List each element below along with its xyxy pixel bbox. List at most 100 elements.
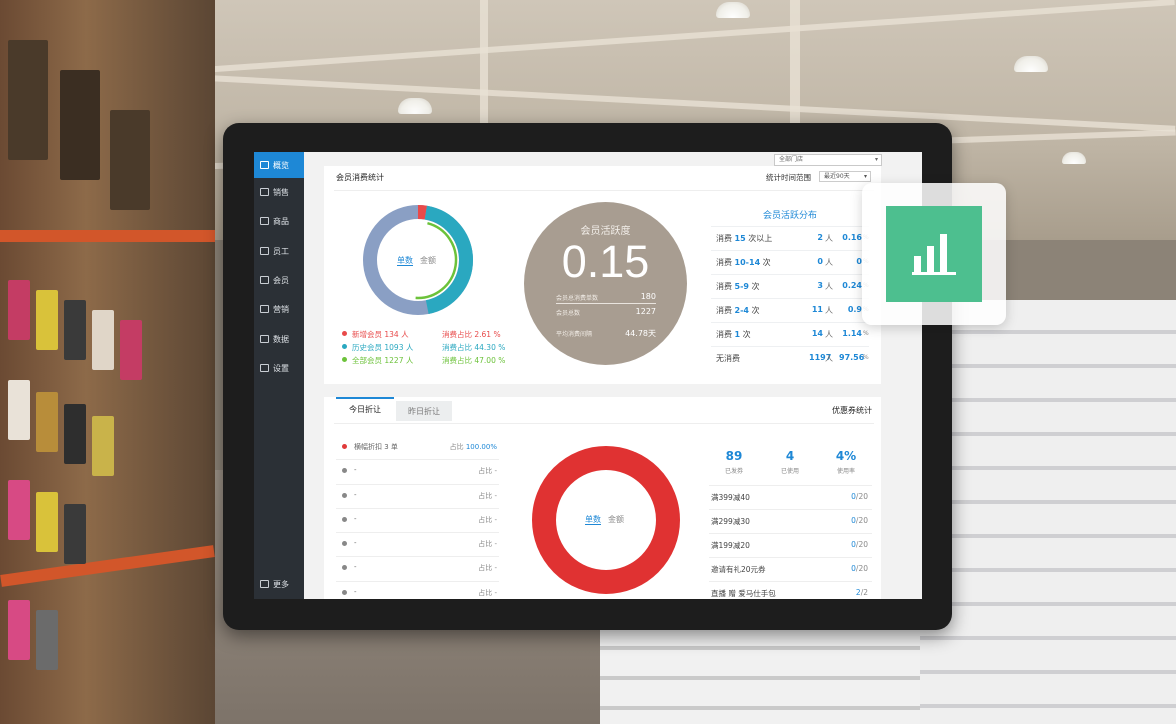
staff-icon: [260, 247, 269, 255]
discount-name: -: [354, 539, 357, 548]
row-pct: 97.56: [839, 353, 865, 362]
activity-row-label: 会员总数: [556, 310, 581, 317]
chevron-down-icon: ▾: [863, 173, 867, 180]
sidebar-item-label: 会员: [273, 275, 289, 285]
table-row: 消费 2-4 次 11 人 0.9 %: [711, 298, 869, 322]
member-donut-chart: [363, 205, 473, 315]
list-item: - 占比 -: [336, 509, 499, 534]
row-label: 消费 5-9 次: [716, 282, 760, 291]
coupon-count: 0/20: [851, 516, 868, 525]
row-count: 3: [817, 281, 823, 290]
table-row: 消费 5-9 次 3 人 0.24 %: [711, 274, 869, 298]
tab-yesterday[interactable]: 昨日折让: [396, 401, 452, 421]
legend-dot: [342, 331, 347, 336]
row-unit: 人: [825, 354, 833, 363]
discount-name: 横幅折扣 3 单: [354, 443, 398, 451]
list-item: - 占比 -: [336, 557, 499, 582]
main-content: 全部门店 ▾ 会员消费统计 统计时间范围 最近90天 ▾ 单数 金额: [304, 152, 922, 599]
distribution-title: 会员活跃分布: [762, 211, 817, 221]
list-item: 满399减40 0/20: [709, 485, 872, 509]
bar-chart-icon: [886, 206, 982, 302]
sidebar-item-data[interactable]: 数据: [254, 326, 304, 352]
discount-name: -: [354, 514, 357, 523]
coupon-name: 邀请有礼20元券: [711, 565, 766, 574]
sales-icon: [260, 188, 269, 196]
stat-used: 4 已使用: [762, 449, 818, 475]
coupon-name: 满299减30: [711, 517, 750, 526]
row-unit: 人: [825, 234, 833, 243]
legend-dot: [342, 357, 347, 362]
list-item: 满199减20 0/20: [709, 533, 872, 557]
coupon-list: 满399减40 0/20 满299减30 0/20 满199减20 0/20 邀…: [709, 485, 872, 599]
discount-ratio: 占比 -: [478, 564, 497, 573]
sidebar-item-staff[interactable]: 员工: [254, 238, 304, 264]
sidebar-more[interactable]: 更多: [254, 571, 304, 597]
list-item: 横幅折扣 3 单 占比 100.00%: [336, 436, 499, 461]
donut-segment-new: [417, 205, 427, 220]
row-count: 0: [817, 257, 823, 266]
discount-ratio: 占比 -: [478, 540, 497, 549]
box-stack: [600, 620, 920, 724]
sidebar-item-overview[interactable]: 概览: [254, 152, 304, 178]
product-shelf: [0, 0, 215, 724]
range-label: 统计时间范围: [766, 173, 811, 182]
toggle-count[interactable]: 单数: [397, 256, 413, 266]
row-unit: 人: [825, 258, 833, 267]
list-item: - 占比 -: [336, 582, 499, 599]
member-stats-panel: 会员消费统计 统计时间范围 最近90天 ▾ 单数 金额 新增会员 134 人 消费…: [324, 166, 881, 384]
row-count: 11: [811, 305, 823, 314]
home-icon: [260, 161, 269, 169]
sidebar-item-settings[interactable]: 设置: [254, 355, 304, 381]
legend-label: 全部会员 1227 人: [352, 356, 414, 365]
row-unit: 人: [825, 306, 833, 315]
legend-dot: [342, 468, 347, 474]
range-select[interactable]: 最近90天 ▾: [819, 171, 871, 182]
distribution-table: 消费 15 次以上 2 人 0.16 % 消费 10-14 次 0 人 0 %: [711, 226, 869, 370]
sidebar-item-products[interactable]: 商品: [254, 208, 304, 234]
legend-dot: [342, 444, 347, 449]
sidebar-item-marketing[interactable]: 营销: [254, 296, 304, 322]
legend-dot: [342, 565, 347, 571]
activity-circle: 会员活跃度 0.15 会员总消费单数 180 会员总数 1227 平均消费间隔 …: [524, 202, 687, 365]
dashboard-screen: 概览 销售 商品 员工 会员 营销: [254, 152, 922, 599]
donut-segment-all: [415, 221, 458, 300]
discount-ratio: 占比 -: [478, 515, 497, 524]
legend-pct: 消费占比 2.61 %: [442, 330, 501, 339]
activity-value: 0.15: [561, 236, 650, 287]
sidebar-item-members[interactable]: 会员: [254, 267, 304, 293]
legend-label: 新增会员 134 人: [352, 330, 409, 339]
activity-row-label: 会员总消费单数: [556, 295, 599, 302]
toggle-count[interactable]: 单数: [585, 515, 601, 525]
activity-title: 会员活跃度: [580, 226, 631, 237]
discount-ratio: 占比 -: [478, 588, 497, 597]
activity-row-value: 44.78天: [625, 329, 656, 338]
panel-title: 会员消费统计: [336, 173, 384, 182]
legend-dot: [342, 541, 347, 547]
coupon-stats-title: 优惠券统计: [832, 406, 872, 415]
row-unit: 人: [825, 330, 833, 339]
tab-today[interactable]: 今日折让: [336, 397, 394, 421]
row-count: 1197: [809, 353, 832, 362]
table-row: 消费 15 次以上 2 人 0.16 %: [711, 226, 869, 250]
toggle-amount[interactable]: 金额: [608, 515, 624, 524]
legend-dot: [342, 492, 347, 498]
stat-value: 4: [785, 449, 795, 463]
legend-item: 历史会员 1093 人 消费占比 44.30 %: [342, 342, 505, 353]
legend-pct: 消费占比 44.30 %: [442, 343, 506, 352]
activity-row-value: 1227: [635, 307, 656, 316]
coupon-name: 满199减20: [711, 541, 750, 550]
list-item: 直播 赠 爱马仕手包 2/2: [709, 581, 872, 599]
sidebar-item-label: 员工: [273, 246, 289, 256]
sidebar-item-sales[interactable]: 销售: [254, 179, 304, 205]
discount-ratio: 占比 -: [478, 491, 497, 500]
row-pct: 1.14: [842, 329, 862, 338]
stat-label: 使用率: [836, 468, 855, 475]
ceiling-lamp: [1014, 56, 1048, 72]
toggle-amount[interactable]: 金额: [420, 256, 436, 265]
sidebar-item-label: 商品: [273, 216, 289, 226]
stat-label: 已使用: [780, 468, 799, 475]
metric-toggle: 单数 金额: [585, 514, 624, 525]
row-label: 无消费: [716, 354, 740, 363]
store-select[interactable]: 全部门店 ▾: [774, 154, 882, 166]
row-count: 14: [811, 329, 823, 338]
